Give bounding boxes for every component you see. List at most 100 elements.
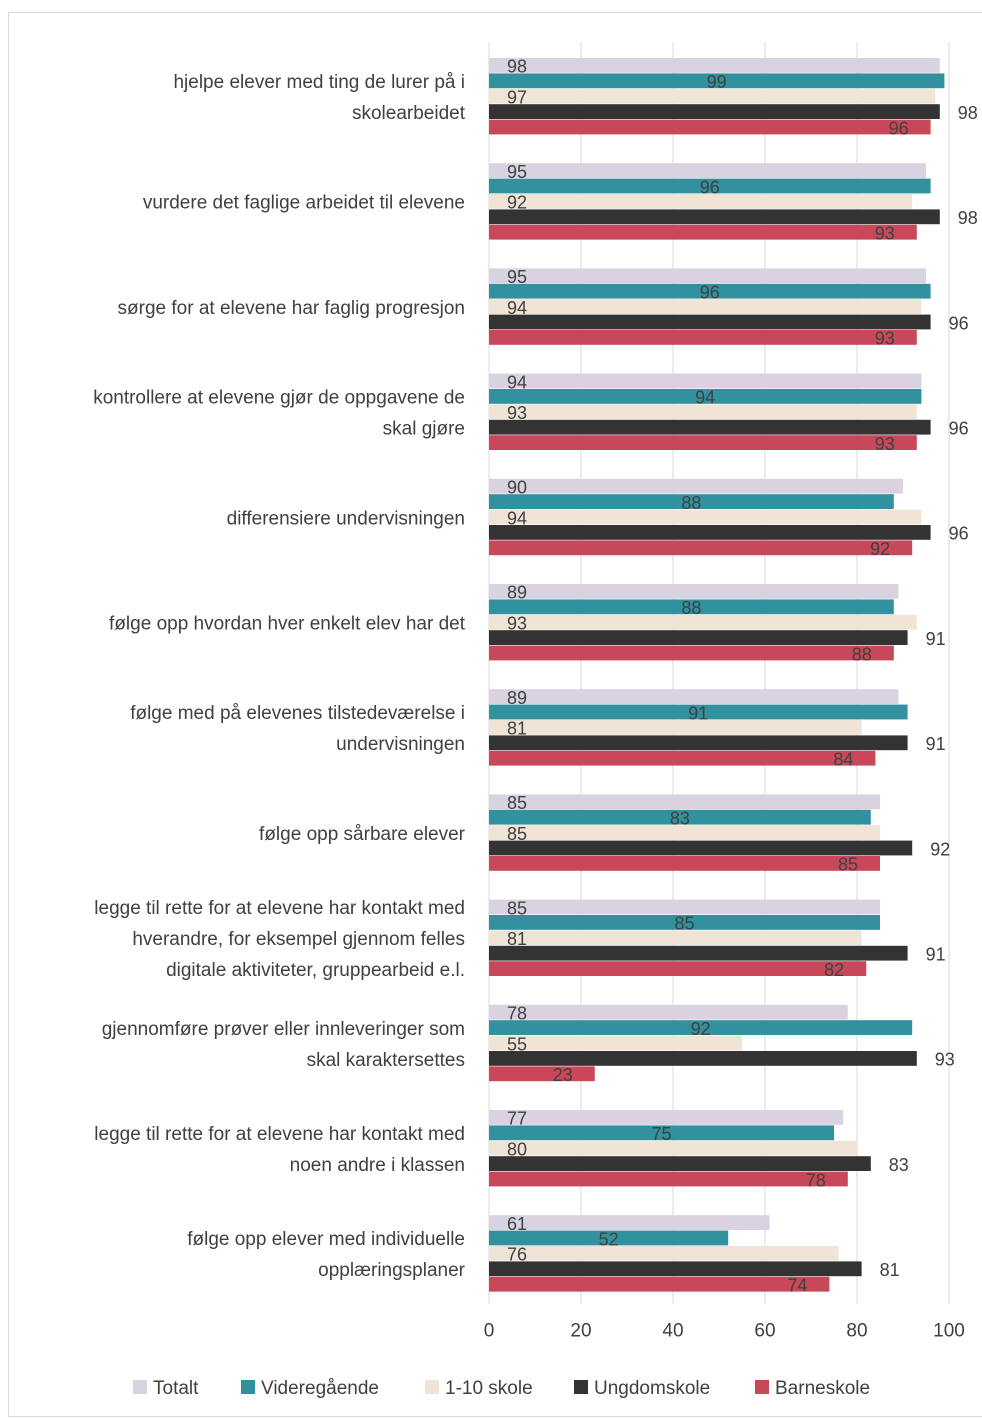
legend-swatch [425, 1380, 439, 1394]
data-label: 81 [507, 929, 527, 949]
bar-ungdomskole [489, 840, 913, 856]
category-label: hjelpe elever med ting de lurer på i [173, 72, 465, 93]
data-label: 94 [507, 372, 527, 392]
bar-totalt [489, 1215, 770, 1230]
category-label: vurdere det faglige arbeidet til elevene [143, 193, 465, 214]
bar-1-10-skole [489, 404, 917, 420]
bar-barneskole [489, 435, 917, 450]
bar-videreg-ende [489, 73, 945, 89]
legend-label: Barneskole [775, 1378, 870, 1399]
data-label: 94 [507, 298, 527, 318]
bar-ungdomskole [489, 735, 908, 751]
bar-ungdomskole [489, 1051, 917, 1066]
bar-1-10-skole [489, 720, 862, 735]
data-label: 95 [507, 267, 527, 287]
data-label: 99 [707, 72, 727, 92]
bar-barneskole [489, 540, 913, 556]
bar-videreg-ende [489, 704, 908, 720]
bar-barneskole [489, 750, 876, 766]
bar-totalt [489, 899, 880, 915]
x-tick-label: 0 [484, 1320, 495, 1341]
bar-ungdomskole [489, 104, 940, 119]
bar-ungdomskole [489, 945, 908, 961]
data-label: 88 [681, 598, 701, 618]
x-tick-label: 60 [754, 1320, 775, 1341]
bar-1-10-skole [489, 930, 862, 946]
category-label: følge opp elever med individuelle [187, 1229, 465, 1250]
bar-totalt [489, 58, 940, 73]
category-label: noen andre i klassen [290, 1155, 465, 1176]
data-label: 91 [926, 629, 946, 649]
data-label: 93 [507, 403, 527, 423]
category-label: følge opp hvordan hver enkelt elev har d… [109, 614, 466, 635]
data-label: 92 [870, 539, 890, 559]
bar-totalt [489, 163, 926, 178]
bar-ungdomskole [489, 1261, 862, 1277]
data-label: 75 [651, 1124, 671, 1144]
bar-1-10-skole [489, 825, 880, 840]
data-label: 52 [599, 1229, 619, 1249]
data-label: 74 [787, 1276, 807, 1296]
data-label: 89 [507, 583, 527, 603]
bar-videreg-ende [489, 178, 931, 194]
x-tick-label: 100 [933, 1320, 965, 1341]
x-tick-label: 40 [662, 1320, 683, 1341]
bar-barneskole [489, 330, 917, 345]
category-label: differensiere undervisningen [227, 508, 465, 529]
data-label: 91 [926, 734, 946, 754]
data-label: 85 [838, 855, 858, 875]
category-label: digitale aktiviteter, gruppearbeid e.l. [166, 960, 465, 981]
category-label: gjennomføre prøver eller innleveringer s… [102, 1019, 465, 1040]
data-label: 81 [880, 1260, 900, 1280]
data-label: 80 [507, 1140, 527, 1160]
data-label: 94 [695, 388, 715, 408]
category-label: undervisningen [336, 734, 465, 755]
category-label: følge med på elevenes tilstedeværelse i [130, 703, 465, 724]
category-label: kontrollere at elevene gjør de oppgavene… [93, 388, 465, 409]
data-label: 93 [507, 614, 527, 634]
bar-totalt [489, 794, 880, 810]
bar-1-10-skole [489, 614, 917, 630]
data-label: 91 [926, 945, 946, 965]
category-label: skal gjøre [383, 419, 465, 440]
data-label: 85 [674, 914, 694, 934]
bar-totalt [489, 1004, 848, 1020]
legend-swatch [574, 1380, 588, 1394]
bar-barneskole [489, 1066, 595, 1082]
category-label: følge opp sårbare elever [259, 824, 466, 845]
category-label: skal karaktersettes [307, 1050, 465, 1071]
data-label: 98 [958, 208, 978, 228]
bar-videreg-ende [489, 494, 894, 509]
data-label: 92 [507, 193, 527, 213]
legend-swatch [133, 1380, 147, 1394]
bar-ungdomskole [489, 419, 931, 435]
bar-1-10-skole [489, 299, 922, 314]
bar-ungdomskole [489, 1156, 871, 1171]
category-label: skolearbeidet [352, 103, 466, 124]
bar-videreg-ende [489, 389, 922, 404]
bar-1-10-skole [489, 509, 922, 525]
data-label: 91 [688, 703, 708, 723]
data-label: 89 [507, 688, 527, 708]
bar-totalt [489, 478, 903, 494]
data-label: 78 [507, 1004, 527, 1024]
bar-barneskole [489, 856, 880, 871]
data-label: 96 [949, 419, 969, 439]
bar-barneskole [489, 224, 917, 240]
data-label: 93 [875, 329, 895, 349]
data-label: 97 [507, 88, 527, 108]
category-label: sørge for at elevene har faglig progresj… [118, 298, 465, 319]
data-label: 98 [958, 103, 978, 123]
category-label: hverandre, for eksempel gjennom felles [132, 929, 465, 950]
data-label: 78 [806, 1170, 826, 1190]
legend-label: Ungdomskole [594, 1378, 710, 1399]
data-label: 83 [670, 809, 690, 829]
data-label: 94 [507, 508, 527, 528]
data-label: 85 [507, 824, 527, 844]
data-label: 93 [875, 224, 895, 244]
data-label: 96 [700, 177, 720, 197]
bar-barneskole [489, 1171, 848, 1187]
bar-ungdomskole [489, 314, 931, 330]
data-label: 77 [507, 1109, 527, 1129]
